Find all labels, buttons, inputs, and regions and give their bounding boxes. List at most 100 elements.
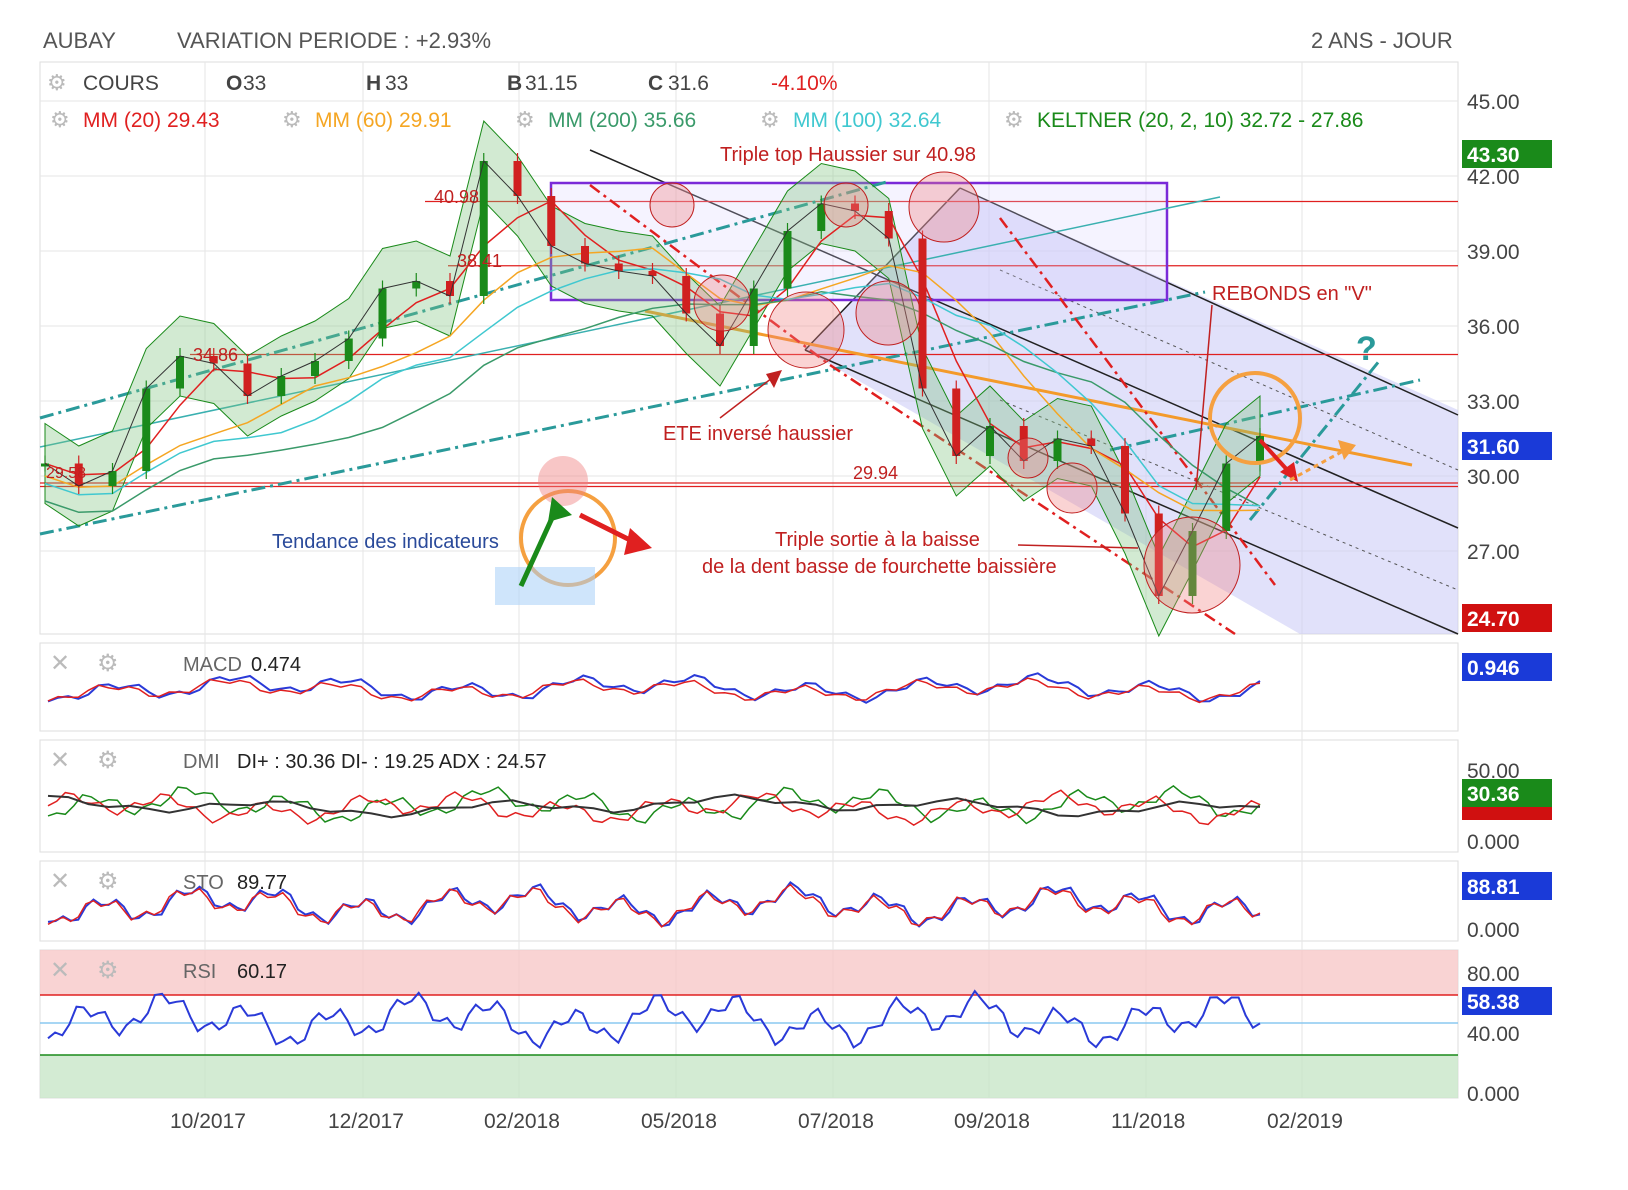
axes-layer: 10/2017 12/2017 02/2018 05/2018 07/2018 09/20… (170, 91, 1552, 1133)
low-key: B (507, 72, 522, 95)
candle-body (682, 276, 691, 314)
background-layer (39, 149, 1459, 636)
candle-body (344, 338, 353, 361)
price-tick-label: 33.00 (1467, 391, 1520, 414)
macd-badge: 0.946 (1467, 657, 1520, 680)
macd-badge-bg (1462, 653, 1552, 681)
candle-body (142, 388, 151, 471)
indicator-2: MM (200) 35.66 (548, 109, 696, 132)
gear-icon[interactable]: ⚙ (47, 70, 67, 95)
candle-body (547, 196, 556, 246)
gear-icon: ⚙ (50, 107, 70, 132)
change-value: -4.10% (771, 72, 838, 95)
candle-body (817, 203, 826, 231)
gear-icon: ⚙ (97, 747, 119, 774)
candle-body (851, 203, 859, 211)
panel-value: 89.77 (237, 872, 287, 894)
triple-sortie-label-2: de la dent basse de fourchette baissière (702, 556, 1057, 578)
moving-average-line (44, 247, 1261, 512)
gear-icon: ⚙ (97, 868, 119, 895)
candle-body (918, 238, 927, 389)
ete-pointer-head (766, 370, 782, 388)
level-label-2994: 29.94 (853, 463, 898, 483)
badge-last: 31.60 (1467, 436, 1520, 459)
candle-body (176, 356, 184, 389)
channel-bottom-line (804, 349, 1459, 635)
indicator-box (495, 567, 595, 605)
triple-top-label: Triple top Haussier sur 40.98 (720, 144, 976, 166)
orange-arrow-head (1338, 440, 1356, 460)
level-label-3486: 34.86 (193, 345, 238, 365)
macd-panel-frame (39, 642, 1459, 732)
price-tick-label: 42.00 (1467, 166, 1520, 189)
close-line (44, 160, 1261, 598)
low-value: 31.15 (525, 72, 578, 95)
close-icon: ✕ (50, 868, 70, 895)
indicator-3: MM (100) 32.64 (793, 109, 942, 132)
x-tick-label: 05/2018 (641, 1110, 717, 1133)
pattern-circle (855, 280, 921, 346)
gear-icon: ⚙ (760, 107, 780, 132)
rsi-tick-80: 80.00 (1467, 963, 1520, 986)
open-key: O (226, 72, 242, 95)
candle-body (952, 388, 961, 456)
x-tick-label: 10/2017 (170, 1110, 246, 1133)
triple-top-box (549, 181, 1169, 302)
dmi-tick-50: 50.00 (1467, 760, 1520, 783)
grid (40, 62, 1458, 1098)
x-tick-label: 09/2018 (954, 1110, 1030, 1133)
price-tick-label: 27.00 (1467, 541, 1520, 564)
dmi-plus-line (47, 784, 1261, 825)
price-tick-label: 39.00 (1467, 241, 1520, 264)
candle-body (41, 463, 49, 467)
dmi-tick-0: 0.000 (1467, 831, 1520, 854)
rebonds-pointer (1195, 304, 1213, 491)
period-label[interactable]: 2 ANS - JOUR (1311, 28, 1453, 53)
x-tick-label: 11/2018 (1111, 1110, 1185, 1133)
x-tick-label: 02/2019 (1267, 1110, 1343, 1133)
neckline-orange (644, 309, 1413, 467)
candle-body (209, 356, 218, 364)
sto-badge: 88.81 (1467, 876, 1520, 899)
close-value: 31.6 (668, 72, 709, 95)
panel-name: DMI (183, 751, 220, 773)
rsi-badge: 58.38 (1467, 991, 1520, 1014)
tendance-label: Tendance des indicateurs (272, 531, 499, 553)
cours-label: COURS (83, 72, 159, 95)
pattern-circle (908, 171, 980, 243)
green-arrow-head (548, 497, 572, 522)
badge-low-bg (1462, 604, 1552, 632)
dmi-badge-bg (1462, 779, 1552, 807)
rebound-red-arrow (1258, 438, 1292, 475)
candle-body (648, 271, 657, 276)
sto-panel-frame (39, 860, 1459, 942)
pattern-circle (1007, 437, 1049, 479)
candle-body (749, 288, 758, 346)
subpanel-layer: ✕ ⚙ MACD 0.474 0.946 ✕ ⚙ DMI DI+ : 30.36 DI- : 1… (40, 650, 1552, 1106)
price-tick-label: 30.00 (1467, 466, 1520, 489)
trend-line (39, 290, 1206, 536)
rebound-circle (1208, 371, 1302, 465)
symbol-title: AUBAY (43, 28, 116, 53)
orange-dotted-arrow (1289, 448, 1346, 482)
x-tick-label: 07/2018 (798, 1110, 874, 1133)
candle-body (1188, 531, 1197, 596)
indicator-0: MM (20) 29.43 (83, 109, 220, 132)
channel-mid-line (589, 149, 1459, 529)
price-bar: ⚙ COURS O 33 H 33 B 31.15 C 31.6 -4.10% (47, 70, 838, 95)
gear-icon: ⚙ (97, 957, 119, 984)
dmi-badge: 30.36 (1467, 783, 1520, 806)
rsi-badge-bg (1462, 987, 1552, 1015)
panel-value: 0.474 (251, 654, 301, 676)
trend-line (1109, 378, 1421, 452)
sto-badge-bg (1462, 872, 1552, 900)
rsi-line (47, 989, 1261, 1050)
sto-tick-0: 0.000 (1467, 919, 1520, 942)
rsi-tick-40: 40.00 (1467, 1023, 1520, 1046)
close-icon: ✕ (50, 747, 70, 774)
candle-body (74, 463, 83, 486)
candle-body (986, 426, 994, 456)
sto-k-line (47, 881, 1261, 928)
